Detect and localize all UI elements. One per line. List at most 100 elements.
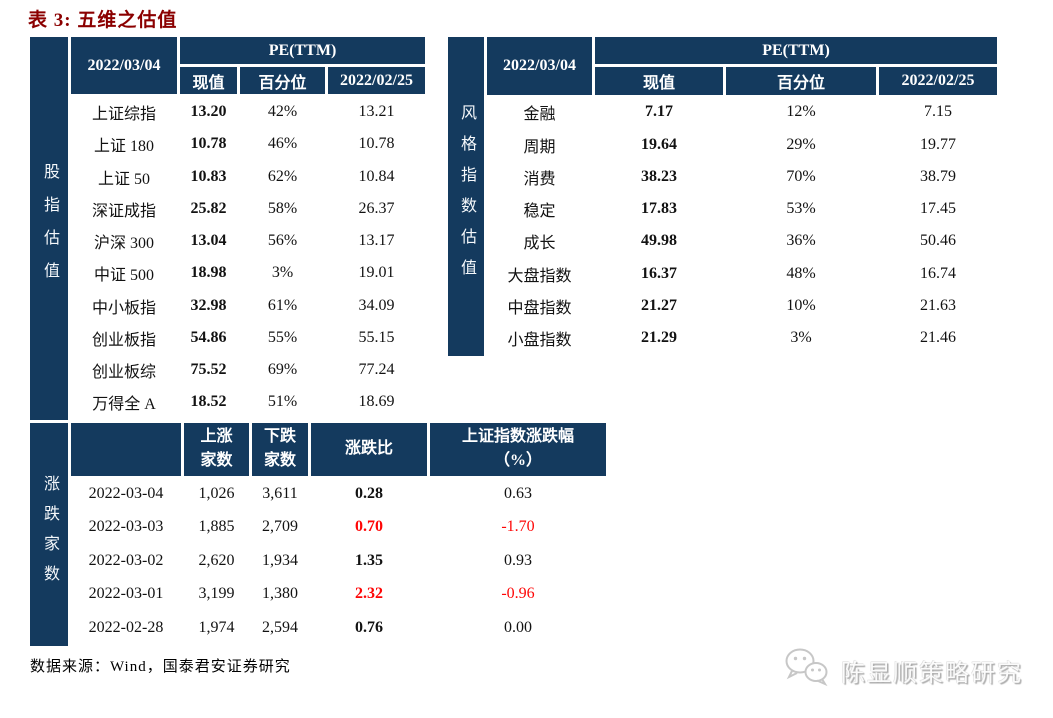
pe-prev-cell: 34.09 — [358, 296, 395, 314]
style-name-cell: 成长 — [523, 235, 556, 253]
table-row: 2022-02-28 1,974 2,594 0.76 0.00 — [71, 613, 606, 643]
pe-current-cell: 13.04 — [190, 232, 227, 250]
pe-percentile-cell: 55% — [267, 328, 298, 346]
index-change-cell: 0.63 — [504, 484, 532, 502]
advance-decline-section: 涨跌家数 上涨 家数 下跌 家数 涨跌比 上证指数涨跌幅 （%） 2022-03-04… — [30, 423, 612, 646]
pe-current-cell: 18.52 — [190, 393, 227, 411]
table-row: 金融 7.17 12% 7.15 — [487, 98, 997, 127]
decliners-cell: 2,594 — [262, 618, 298, 636]
index-name-cell: 中证 500 — [93, 267, 154, 285]
pe-prev-cell: 13.17 — [358, 232, 395, 250]
table-row: 上证综指 13.20 42% 13.21 — [71, 97, 425, 126]
table-row: 2022-03-03 1,885 2,709 0.70 -1.70 — [71, 512, 606, 542]
index-name-cell: 中小板指 — [91, 299, 156, 317]
ratio-cell: 0.28 — [355, 484, 383, 502]
index-name-cell: 沪深 300 — [93, 235, 154, 253]
table-row: 周期 19.64 29% 19.77 — [487, 130, 997, 159]
table-row: 中盘指数 21.27 10% 21.63 — [487, 291, 997, 320]
table-row: 深证成指 25.82 58% 26.37 — [71, 194, 425, 223]
pe-percentile-cell: 3% — [790, 329, 812, 347]
style-name-cell: 消费 — [523, 170, 556, 188]
table-row: 万得全 A 18.52 51% 18.69 — [71, 388, 425, 417]
pe-current-cell: 10.78 — [190, 135, 227, 153]
table-row: 中证 500 18.98 3% 19.01 — [71, 259, 425, 288]
pe-prev-cell: 55.15 — [358, 328, 395, 346]
index-name-cell: 深证成指 — [91, 202, 156, 220]
pe-prev-cell: 18.69 — [358, 393, 395, 411]
table-row: 2022-03-04 1,026 3,611 0.28 0.63 — [71, 479, 606, 509]
data-source-note: 数据来源：Wind，国泰君安证券研究 — [30, 659, 291, 675]
percentile-col-header: 百分位 — [726, 67, 876, 95]
pe-percentile-cell: 12% — [786, 103, 816, 121]
pe-current-cell: 17.83 — [641, 200, 677, 218]
pe-current-cell: 32.98 — [190, 296, 227, 314]
pe-prev-cell: 38.79 — [920, 167, 956, 185]
pe-current-cell: 75.52 — [190, 361, 227, 379]
empty-date-header-cell — [71, 423, 181, 476]
table-row: 上证 50 10.83 62% 10.84 — [71, 162, 425, 191]
table-row: 小盘指数 21.29 3% 21.46 — [487, 324, 997, 353]
watermark: 陈显顺策略研究 — [782, 646, 1023, 695]
table-row: 大盘指数 16.37 48% 16.74 — [487, 259, 997, 288]
decliners-cell: 1,380 — [262, 585, 298, 603]
advancers-cell: 1,974 — [198, 618, 235, 636]
ratio-cell: 1.35 — [355, 551, 383, 569]
pe-current-cell: 54.86 — [190, 328, 227, 346]
pe-current-cell: 38.23 — [641, 167, 677, 185]
index-name-cell: 上证 50 — [97, 170, 150, 188]
date-cell: 2022-03-02 — [88, 551, 164, 569]
wechat-icon — [782, 646, 832, 695]
ratio-cell: 0.76 — [355, 618, 383, 636]
pe-current-cell: 16.37 — [641, 264, 677, 282]
index-change-cell: -0.96 — [501, 585, 535, 603]
advancers-cell: 3,199 — [198, 585, 235, 603]
current-col-header: 现值 — [595, 67, 723, 95]
pe-prev-cell: 10.84 — [358, 167, 395, 185]
index-name-cell: 万得全 A — [92, 396, 156, 414]
pe-current-cell: 25.82 — [190, 199, 227, 217]
decliners-cell: 3,611 — [262, 484, 298, 502]
index-change-cell: -1.70 — [501, 518, 535, 536]
style-name-cell: 小盘指数 — [507, 332, 572, 350]
stock-index-valuation-section: 股指估值 2022/03/04 PE(TTM) 现值 百分位 2022/02/2… — [30, 37, 431, 420]
pe-percentile-cell: 46% — [267, 135, 298, 153]
watermark-label: 陈显顺策略研究 — [841, 660, 1023, 687]
ratio-col-header: 涨跌比 — [311, 423, 427, 476]
pe-current-cell: 21.29 — [641, 329, 677, 347]
pe-ttm-header-cell: PE(TTM) — [180, 37, 425, 65]
date-cell: 2022-02-28 — [88, 618, 164, 636]
style-name-cell: 大盘指数 — [507, 267, 572, 285]
pe-percentile-cell: 58% — [267, 199, 298, 217]
table-row: 中小板指 32.98 61% 34.09 — [71, 291, 425, 320]
advance-decline-sidebar-label: 涨跌家数 — [41, 474, 58, 595]
pe-current-cell: 49.98 — [641, 232, 677, 250]
pe-current-cell: 18.98 — [190, 264, 227, 282]
pe-percentile-cell: 48% — [786, 264, 816, 282]
table-row: 成长 49.98 36% 50.46 — [487, 227, 997, 256]
style-name-cell: 金融 — [523, 106, 556, 124]
pe-prev-cell: 7.15 — [924, 103, 952, 121]
pe-prev-cell: 50.46 — [920, 232, 956, 250]
pe-percentile-cell: 69% — [267, 361, 298, 379]
style-index-sidebar-label: 风格指数估值 — [458, 103, 475, 290]
advancers-cell: 1,026 — [198, 484, 235, 502]
date-header-cell: 2022/03/04 — [71, 37, 177, 95]
advance-decline-table: 上涨 家数 下跌 家数 涨跌比 上证指数涨跌幅 （%） 2022-03-04 1,026… — [68, 420, 609, 646]
pe-prev-cell: 77.24 — [358, 361, 395, 379]
decliners-cell: 2,709 — [262, 518, 298, 536]
advancers-col-header: 上涨 家数 — [184, 423, 249, 476]
table-row: 消费 38.23 70% 38.79 — [487, 162, 997, 191]
page-title: 表 3: 五维之估值 — [28, 10, 178, 31]
ratio-cell: 2.32 — [355, 585, 383, 603]
table-row: 上证 180 10.78 46% 10.78 — [71, 130, 425, 159]
pe-percentile-cell: 3% — [271, 264, 294, 282]
pe-ttm-header-cell: PE(TTM) — [595, 37, 997, 65]
stock-index-table: 2022/03/04 PE(TTM) 现值 百分位 2022/02/25 上证综… — [68, 34, 428, 420]
index-change-cell: 0.93 — [504, 551, 532, 569]
index-change-cell: 0.00 — [504, 618, 532, 636]
style-name-cell: 中盘指数 — [507, 299, 572, 317]
date-cell: 2022-03-04 — [88, 484, 164, 502]
pe-percentile-cell: 62% — [267, 167, 298, 185]
style-index-table: 2022/03/04 PE(TTM) 现值 百分位 2022/02/25 金融 7… — [484, 34, 1000, 356]
